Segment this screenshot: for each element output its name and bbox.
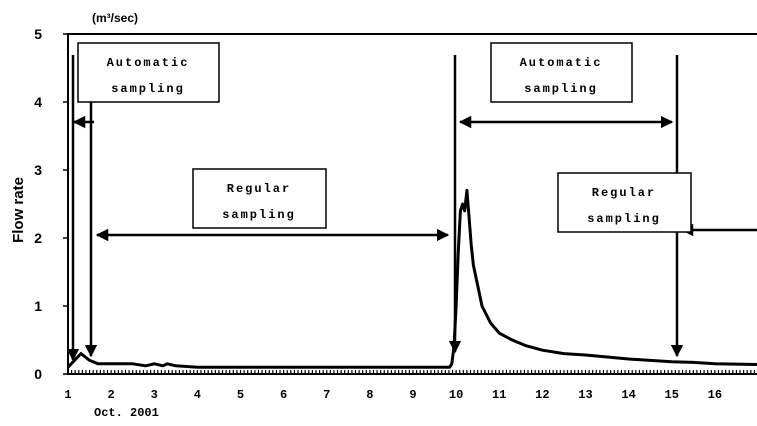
x-tick-label: 16 [708,388,722,402]
x-tick-label: 3 [151,388,158,402]
x-tick-label: 13 [578,388,592,402]
x-tick-label: 7 [323,388,330,402]
y-axis-label: Flow rate [10,177,27,243]
y-tick-label: 4 [34,94,42,110]
annotation-line: Regular [592,186,656,200]
x-tick-label: 12 [535,388,549,402]
annotation-automatic-sampling-2: Automatic sampling [490,42,633,103]
unit-label: (m³/sec) [92,11,138,25]
x-tick-label: 9 [409,388,416,402]
annotation-line: Automatic [520,56,603,70]
x-minor-ticks [67,370,756,374]
x-tick-label: 11 [492,388,506,402]
x-tick-label: 1 [64,388,71,402]
annotation-regular-sampling-1: Regular sampling [192,168,327,229]
x-axis-label: Oct. 2001 [94,406,159,420]
x-tick-label: 10 [449,388,463,402]
y-axis-ticks: 0 1 2 3 4 5 [34,26,68,382]
annotation-line: Automatic [107,56,190,70]
x-tick-label: 2 [108,388,115,402]
x-tick-label: 6 [280,388,287,402]
annotation-line: sampling [111,82,185,96]
annotation-automatic-sampling-1: Automatic sampling [77,42,220,103]
x-tick-label: 5 [237,388,244,402]
x-tick-label: 15 [665,388,679,402]
y-tick-label: 5 [34,26,42,42]
x-tick-label: 4 [194,388,201,402]
annotation-line: sampling [222,208,296,222]
x-tick-label: 8 [366,388,373,402]
annotation-line: Regular [227,182,291,196]
y-tick-label: 2 [34,230,42,246]
annotation-regular-sampling-2: Regular sampling [557,172,692,233]
annotation-line: sampling [587,212,661,226]
y-tick-label: 3 [34,162,42,178]
y-tick-label: 0 [34,366,42,382]
annotation-line: sampling [524,82,598,96]
x-axis-ticks: 1 2 3 4 5 6 7 8 9 10 11 12 13 14 15 16 [64,388,722,402]
y-tick-label: 1 [34,298,42,314]
x-tick-label: 14 [621,388,635,402]
